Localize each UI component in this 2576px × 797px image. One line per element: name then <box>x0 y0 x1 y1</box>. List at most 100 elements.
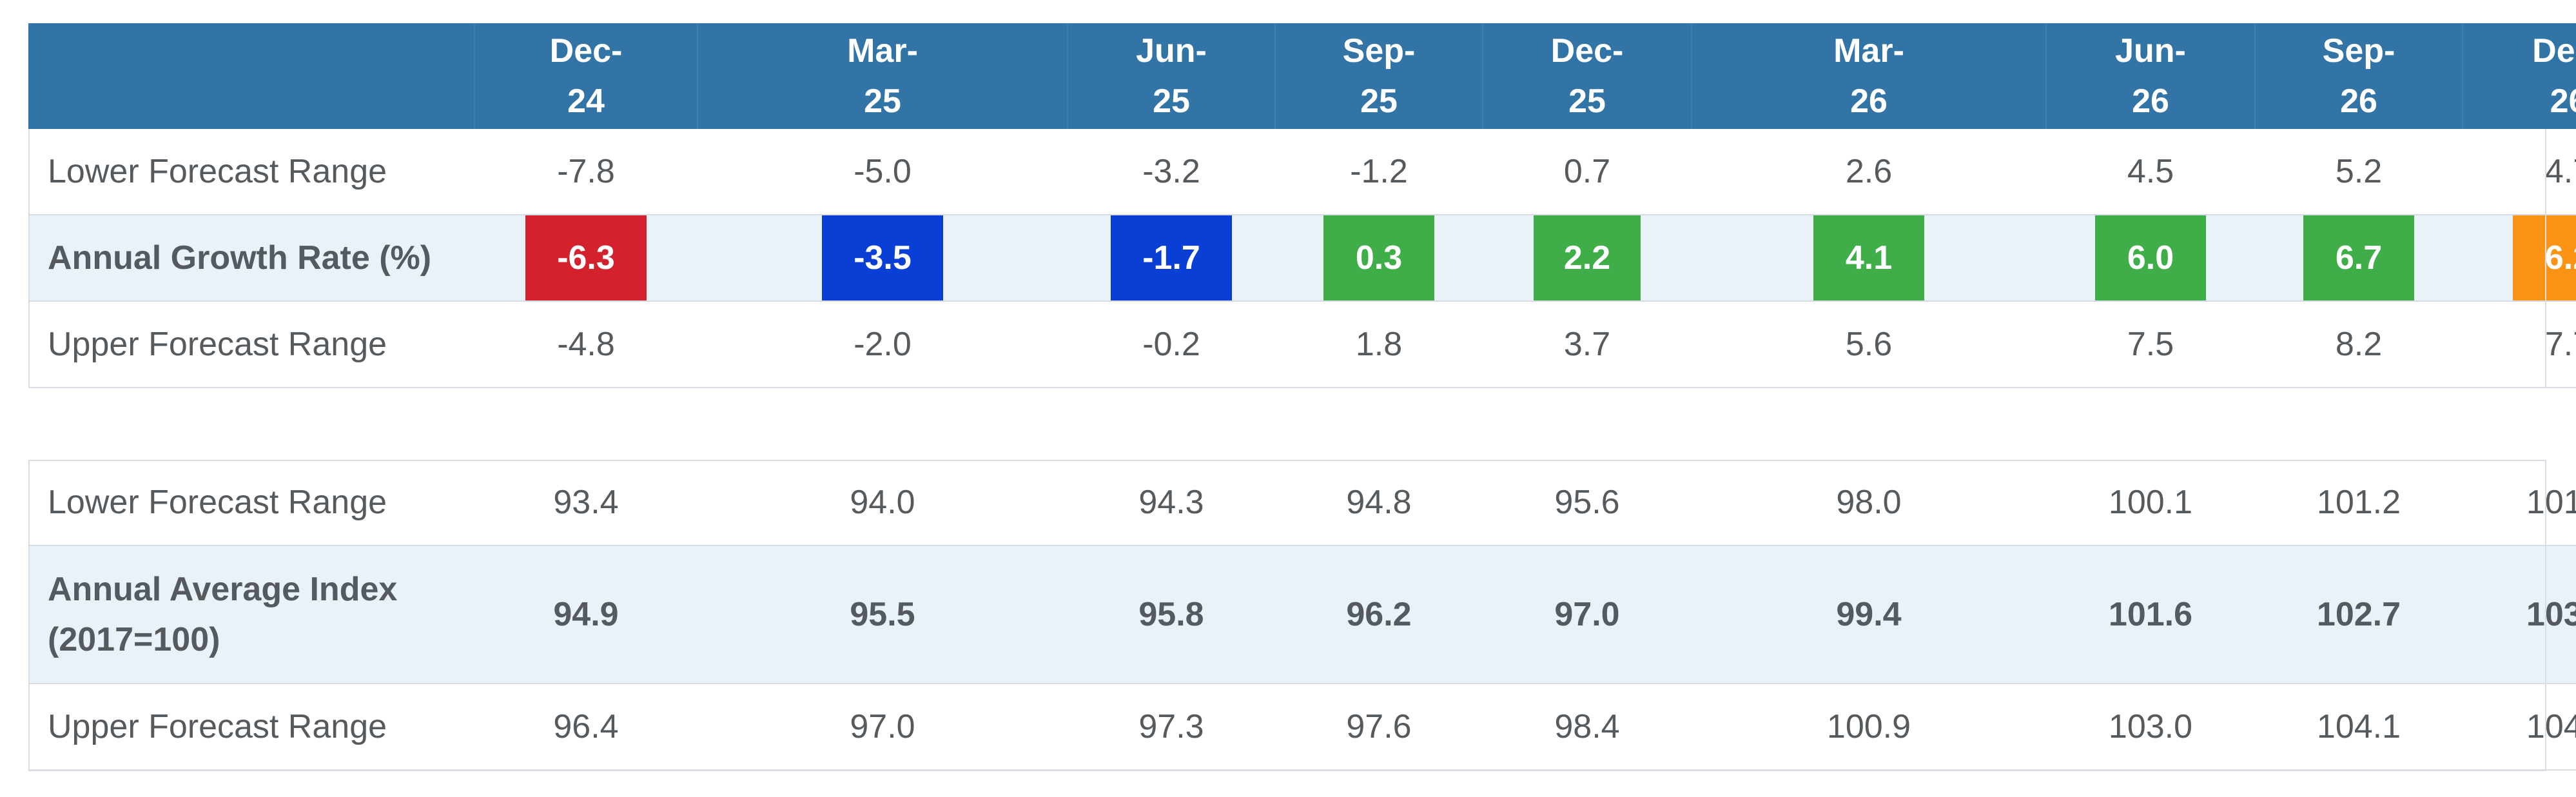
table-cell: 4.5 <box>2127 153 2174 190</box>
column-header-jun-25: Jun- 25 <box>1067 23 1275 129</box>
upper-forecast-range-row: Upper Forecast Range 96.4 97.0 97.3 97.6… <box>28 683 2576 771</box>
annual-average-index-row: Annual Average Index (2017=100) 94.9 95.5… <box>28 545 2576 684</box>
table-cell: -3.5 <box>698 214 1068 301</box>
growth-badge: 0.3 <box>1323 215 1434 300</box>
column-header-mar-25: Mar- 25 <box>697 23 1068 129</box>
table-cell: 96.4 <box>474 683 698 771</box>
table-cell: 101.5 <box>2526 484 2576 521</box>
table-cell: 94.0 <box>850 484 915 521</box>
growth-badge: 2.2 <box>1534 215 1641 300</box>
growth-badge: -1.7 <box>1111 215 1232 300</box>
column-header-sep-26: Sep- 26 <box>2254 23 2463 129</box>
table-cell: 6.7 <box>2255 214 2463 301</box>
growth-badge: -3.5 <box>822 215 943 300</box>
row-label-line: (2017=100) <box>48 621 220 658</box>
table-cell: 94.9 <box>474 545 698 684</box>
row-label: Upper Forecast Range <box>28 683 474 771</box>
growth-badge: 4.1 <box>1813 215 1924 300</box>
average-index-table: Lower Forecast Range 93.4 94.0 94.3 94.8… <box>28 460 2576 771</box>
column-header-line: Mar- <box>847 32 918 70</box>
table-cell: 100.9 <box>1692 683 2046 771</box>
table-cell: -3.2 <box>1142 153 1200 190</box>
table-cell: 95.8 <box>1068 545 1275 684</box>
lower-forecast-range-row: Lower Forecast Range -7.8 -5.0 -3.2 -1.2… <box>28 129 2576 215</box>
table-cell: 101.6 <box>2046 545 2255 684</box>
table-cell: -1.2 <box>1350 153 1408 190</box>
table-cell: 94.3 <box>1138 484 1204 521</box>
growth-badge: -6.3 <box>525 215 647 300</box>
column-header-jun-26: Jun- 26 <box>2045 23 2255 129</box>
row-label: Annual Growth Rate (%) <box>28 214 474 301</box>
column-header-dec-24: Dec- 24 <box>474 23 698 129</box>
column-header-mar-26: Mar- 26 <box>1691 23 2046 129</box>
column-header-line: Mar- <box>1833 32 1904 70</box>
table-cell: 95.6 <box>1554 484 1620 521</box>
growth-badge: 6.7 <box>2303 215 2414 300</box>
column-header-line: 25 <box>864 83 901 120</box>
table-cell: 97.0 <box>698 683 1068 771</box>
table-cell: 103.0 <box>2463 545 2576 684</box>
table-cell: 104.5 <box>2463 683 2576 771</box>
row-label: Lower Forecast Range <box>48 484 387 521</box>
column-header-dec-25: Dec- 25 <box>1482 23 1692 129</box>
table-cell: 97.0 <box>1483 545 1692 684</box>
table-cell: 102.7 <box>2255 545 2463 684</box>
table-cell: -6.3 <box>474 214 698 301</box>
column-header-line: Sep- <box>1342 32 1416 70</box>
table-cell: 8.2 <box>2255 300 2463 388</box>
column-header-line: 26 <box>2132 83 2169 120</box>
table-cell: 98.4 <box>1483 683 1692 771</box>
table-cell: 2.6 <box>1845 153 1893 190</box>
table-cell: 2.2 <box>1483 214 1692 301</box>
table-cell: 4.7 <box>2544 153 2576 190</box>
column-header-line: 24 <box>567 83 605 120</box>
column-header-line: Dec- <box>2532 32 2576 70</box>
table-cell: -1.7 <box>1068 214 1275 301</box>
column-header-line: Jun- <box>2115 32 2186 70</box>
table-cell: -2.0 <box>698 300 1068 388</box>
table-cell: 0.7 <box>1563 153 1611 190</box>
column-header-line: 25 <box>1360 83 1398 120</box>
upper-forecast-range-row: Upper Forecast Range -4.8 -2.0 -0.2 1.8 … <box>28 300 2576 388</box>
table-cell: 7.7 <box>2463 300 2576 388</box>
column-header-line: Dec- <box>549 32 623 70</box>
table-cell: 7.5 <box>2046 300 2255 388</box>
table-cell: 5.2 <box>2335 153 2383 190</box>
table-cell: 99.4 <box>1692 545 2046 684</box>
table-cell: 101.2 <box>2316 484 2401 521</box>
table-cell: 97.6 <box>1275 683 1483 771</box>
column-header-line: 26 <box>1850 83 1888 120</box>
table-cell: 6.2 <box>2463 214 2576 301</box>
table-cell: 97.3 <box>1068 683 1275 771</box>
table-cell: 5.6 <box>1692 300 2046 388</box>
row-label: Lower Forecast Range <box>48 153 387 190</box>
growth-badge: 6.0 <box>2095 215 2206 300</box>
table-cell: 104.1 <box>2255 683 2463 771</box>
column-header-line: 25 <box>1153 83 1190 120</box>
row-label: Annual Average Index (2017=100) <box>28 545 474 684</box>
table-cell: -0.2 <box>1068 300 1275 388</box>
table-cell: 4.1 <box>1692 214 2046 301</box>
table-cell: 93.4 <box>553 484 619 521</box>
table-cell: -5.0 <box>854 153 912 190</box>
column-header-line: Jun- <box>1136 32 1207 70</box>
growth-rate-table: Dec- 24 Mar- 25 Jun- 25 Sep- 25 Dec- 25 Mar- 2… <box>28 23 2576 388</box>
table-cell: 95.5 <box>698 545 1068 684</box>
table-cell: 96.2 <box>1275 545 1483 684</box>
growth-badge: 6.2 <box>2513 215 2576 300</box>
column-header-sep-25: Sep- 25 <box>1274 23 1483 129</box>
table-cell: 100.1 <box>2108 484 2193 521</box>
table-cell: 103.0 <box>2046 683 2255 771</box>
row-label-line: Annual Average Index <box>48 571 398 608</box>
table-header-row: Dec- 24 Mar- 25 Jun- 25 Sep- 25 Dec- 25 Mar- 2… <box>28 23 2576 129</box>
row-label: Upper Forecast Range <box>28 300 474 388</box>
table-cell: 0.3 <box>1275 214 1483 301</box>
column-header-line: 26 <box>2340 83 2377 120</box>
column-header-line: Dec- <box>1550 32 1624 70</box>
table-cell: 1.8 <box>1275 300 1483 388</box>
table-cell: 98.0 <box>1836 484 1902 521</box>
column-header-line: 25 <box>1568 83 1606 120</box>
table-cell: 6.0 <box>2046 214 2255 301</box>
annual-growth-rate-row: Annual Growth Rate (%) -6.3 -3.5 -1.7 0.… <box>28 214 2576 301</box>
table-cell: -4.8 <box>474 300 698 388</box>
